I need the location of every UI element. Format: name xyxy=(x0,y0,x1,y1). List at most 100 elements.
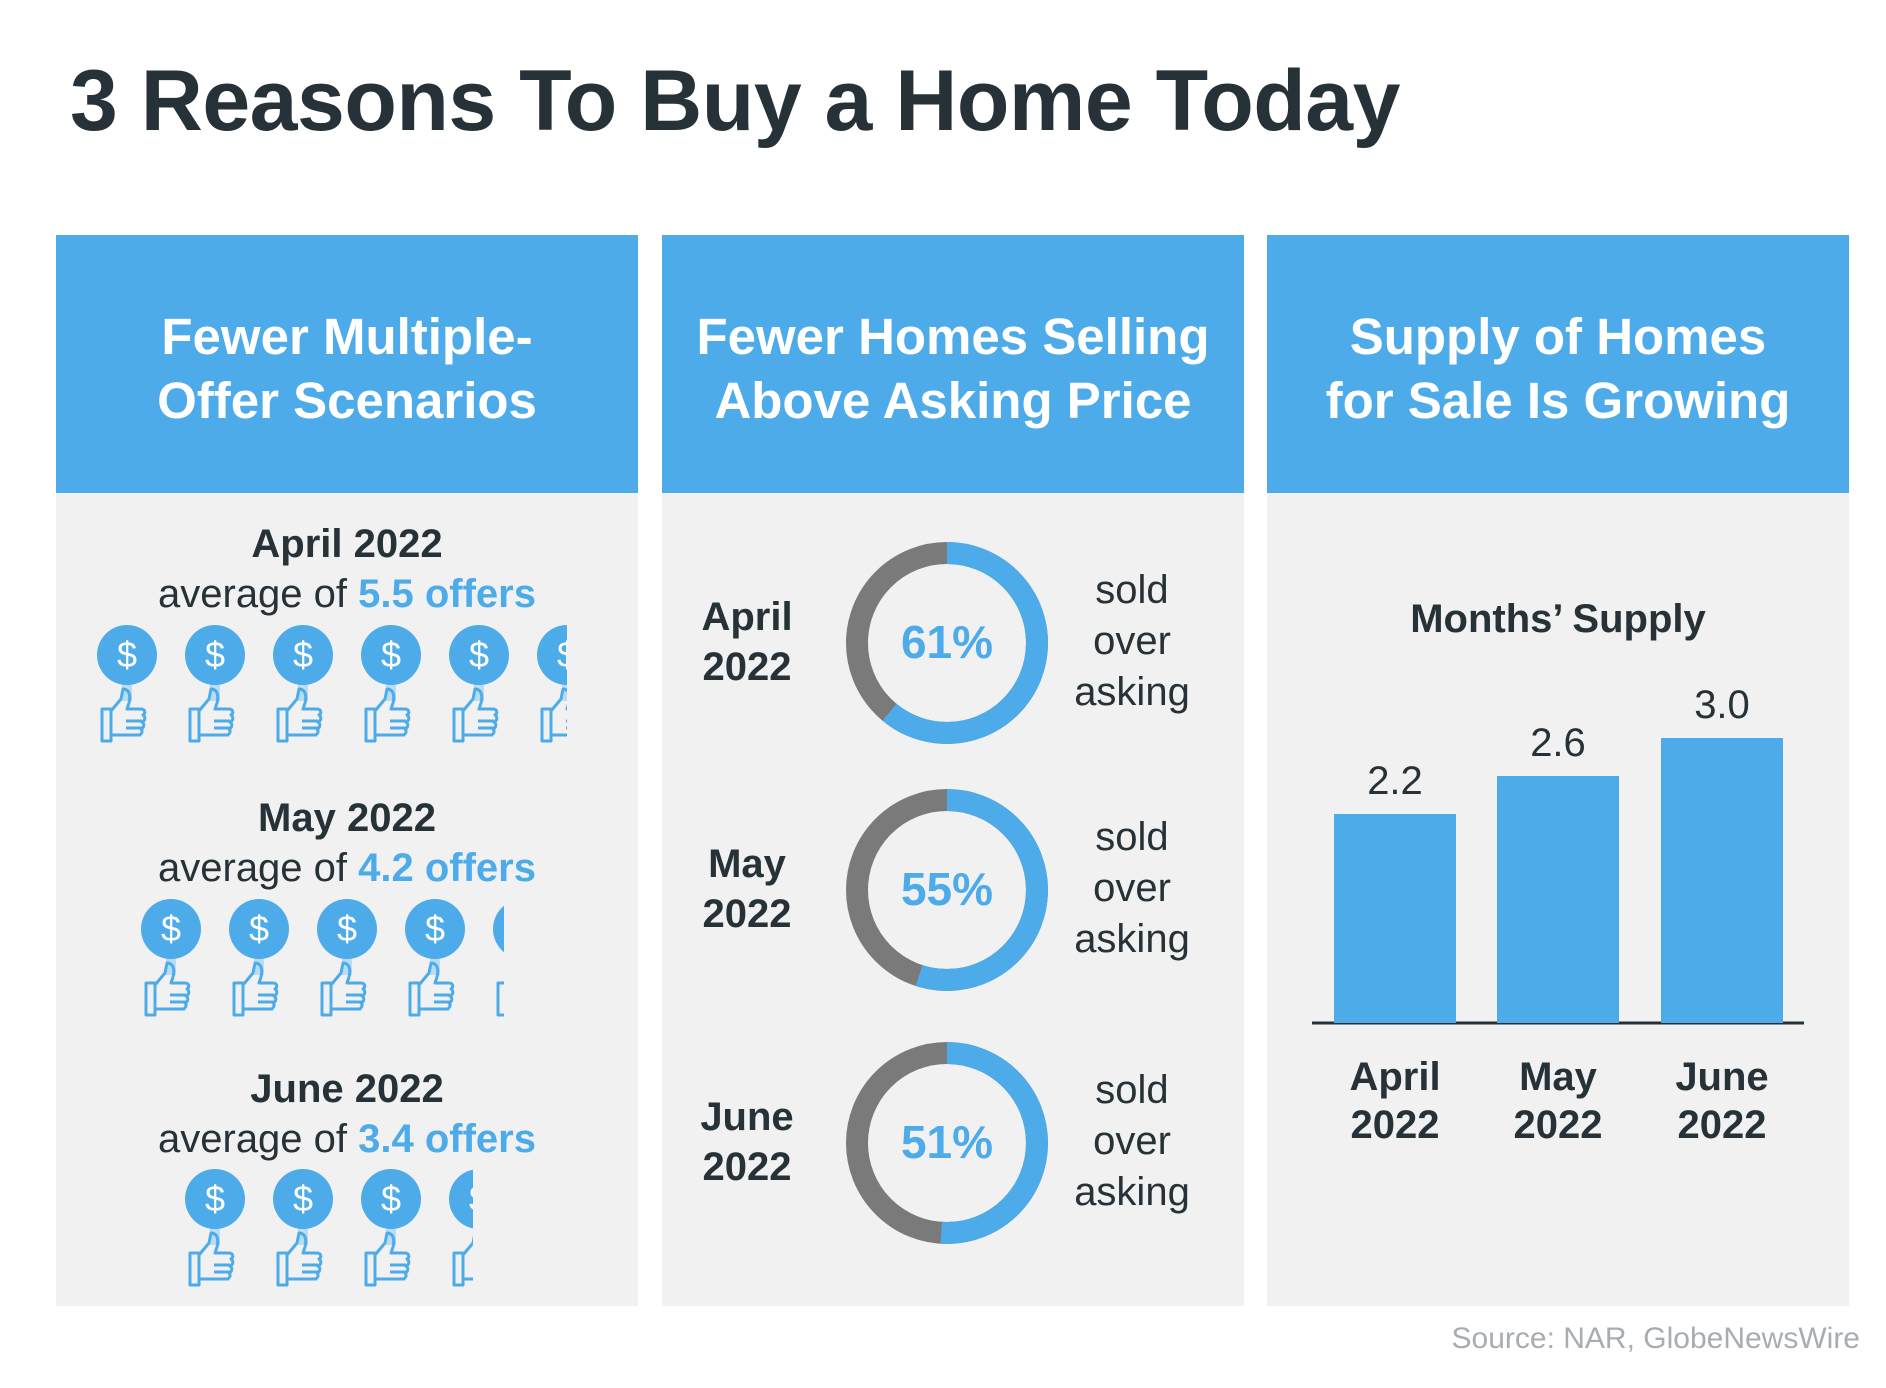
offer-icons-row: $ $ $ $ $ xyxy=(140,899,504,1019)
dollar-thumbs-up-icon: $ xyxy=(185,1169,245,1287)
offer-month-label: April 2022 xyxy=(251,522,443,566)
supply-body: Months’ Supply 2.2 April 2022 2.6 May 2022 3.0… xyxy=(1267,493,1849,1306)
above-asking-panel: Fewer Homes Selling Above Asking Price A… xyxy=(662,235,1244,1306)
source-note: Source: NAR, GlobeNewsWire xyxy=(1451,1322,1860,1355)
offer-block-june: June 2022 average of 3.4 offers xyxy=(56,1064,638,1164)
svg-text:$: $ xyxy=(249,908,269,949)
bar-value-label: 3.0 xyxy=(1694,683,1750,727)
svg-text:$: $ xyxy=(469,1178,473,1219)
category-tick-label: June xyxy=(1675,1055,1768,1099)
multiple-offers-body: April 2022 average of 5.5 offers $$$$$$ … xyxy=(56,493,638,1306)
side-word: sold xyxy=(1095,1068,1169,1112)
svg-text:$: $ xyxy=(161,908,181,949)
svg-text:$: $ xyxy=(205,634,225,675)
supply-header: Supply of Homes for Sale Is Growing xyxy=(1267,235,1849,493)
dollar-thumbs-up-icon: $ xyxy=(97,625,157,743)
donut-percent-label: 51% xyxy=(901,1116,993,1168)
dollar-thumbs-up-icon: $ xyxy=(449,625,509,743)
svg-text:$: $ xyxy=(381,1178,401,1219)
offer-icons-row: $ $ $ $ xyxy=(184,1169,473,1289)
donut-value-arc xyxy=(846,1042,1048,1244)
donut-month-label: April 2022 xyxy=(701,595,793,689)
svg-text:$: $ xyxy=(469,634,489,675)
donut-row-june: June 2022 51% sold over asking xyxy=(662,1038,1244,1248)
offer-block-april: April 2022 average of 5.5 offers xyxy=(56,519,638,619)
side-word: sold xyxy=(1095,815,1169,859)
svg-text:$: $ xyxy=(425,908,445,949)
dollar-thumbs-up-icon: $ xyxy=(185,625,245,743)
donut-row-april: April 2022 61% sold over asking xyxy=(662,538,1244,748)
supply-heading: Supply of Homes for Sale Is Growing xyxy=(1325,308,1791,429)
side-word: asking xyxy=(1074,670,1190,714)
category-tick-label: 2022 xyxy=(1514,1103,1603,1147)
donut-month-label: June 2022 xyxy=(700,1095,794,1189)
category-tick-label: April xyxy=(1349,1055,1440,1099)
donut-percent-label: 61% xyxy=(901,616,993,668)
dollar-thumbs-up-icon: $ xyxy=(449,1169,473,1287)
dollar-thumbs-up-icon: $ xyxy=(141,899,201,1017)
category-tick-label: 2022 xyxy=(1351,1103,1440,1147)
side-word: asking xyxy=(1074,1170,1190,1214)
side-word: over xyxy=(1093,1119,1171,1163)
offer-count: 4.2 offers xyxy=(358,846,536,890)
donut-chart: 51% xyxy=(846,1042,1048,1244)
bar-2 xyxy=(1661,738,1783,1023)
offer-average-line: average of 5.5 offers xyxy=(56,569,638,619)
offer-block-may: May 2022 average of 4.2 offers xyxy=(56,793,638,893)
donut-side-text: sold over asking xyxy=(1052,812,1212,965)
side-word: asking xyxy=(1074,917,1190,961)
donut-value-arc xyxy=(846,542,1048,744)
supply-panel: Supply of Homes for Sale Is Growing Mont… xyxy=(1267,235,1849,1306)
svg-text:$: $ xyxy=(293,1178,313,1219)
side-word: over xyxy=(1093,866,1171,910)
offer-average-prefix: average of xyxy=(158,846,359,890)
bar-1 xyxy=(1497,776,1619,1023)
offer-average-line: average of 3.4 offers xyxy=(56,1114,638,1164)
side-word: over xyxy=(1093,619,1171,663)
above-asking-body: April 2022 61% sold over asking May 2022… xyxy=(662,493,1244,1306)
svg-text:$: $ xyxy=(337,908,357,949)
donut-month-label: May 2022 xyxy=(702,842,792,936)
dollar-thumbs-up-icon: $ xyxy=(229,899,289,1017)
offer-month-label: May 2022 xyxy=(258,796,436,840)
dollar-thumbs-up-icon: $ xyxy=(361,625,421,743)
multiple-offers-heading: Fewer Multiple- Offer Scenarios xyxy=(157,308,537,429)
donut-chart: 55% xyxy=(846,789,1048,991)
bar-value-label: 2.6 xyxy=(1530,721,1586,765)
dollar-thumbs-up-icon: $ xyxy=(405,899,465,1017)
offer-count: 3.4 offers xyxy=(358,1117,536,1161)
dollar-thumbs-up-icon: $ xyxy=(493,905,504,1017)
donut-row-may: May 2022 55% sold over asking xyxy=(662,785,1244,995)
dollar-thumbs-up-icon: $ xyxy=(317,899,377,1017)
above-asking-header: Fewer Homes Selling Above Asking Price xyxy=(662,235,1244,493)
above-asking-heading: Fewer Homes Selling Above Asking Price xyxy=(696,308,1210,429)
offer-average-prefix: average of xyxy=(158,572,359,616)
svg-text:$: $ xyxy=(117,634,137,675)
dollar-thumbs-up-icon: $ xyxy=(537,625,567,743)
donut-side-text: sold over asking xyxy=(1052,1065,1212,1218)
svg-text:$: $ xyxy=(557,634,567,675)
months-supply-chart: Months’ Supply 2.2April20222.6May20223.0… xyxy=(1312,597,1804,1147)
category-tick-label: May xyxy=(1519,1055,1598,1099)
page-title: 3 Reasons To Buy a Home Today xyxy=(70,53,1400,149)
dollar-thumbs-up-icon: $ xyxy=(361,1169,421,1287)
offer-average-line: average of 4.2 offers xyxy=(56,843,638,893)
offer-month-label: June 2022 xyxy=(250,1067,444,1111)
category-tick-label: 2022 xyxy=(1678,1103,1767,1147)
multiple-offers-panel: Fewer Multiple- Offer Scenarios April 20… xyxy=(56,235,638,1306)
multiple-offers-header: Fewer Multiple- Offer Scenarios xyxy=(56,235,638,493)
chart-title: Months’ Supply xyxy=(1410,597,1706,641)
offer-icons-row: $ $ $ $ $ $ xyxy=(96,625,567,745)
donut-percent-label: 55% xyxy=(901,863,993,915)
dollar-thumbs-up-icon: $ xyxy=(273,1169,333,1287)
dollar-thumbs-up-icon: $ xyxy=(273,625,333,743)
svg-text:$: $ xyxy=(381,634,401,675)
offer-average-prefix: average of xyxy=(158,1117,359,1161)
donut-value-arc xyxy=(846,789,1048,991)
bar-value-label: 2.2 xyxy=(1367,759,1423,803)
donut-side-text: sold over asking xyxy=(1052,565,1212,718)
svg-text:$: $ xyxy=(205,1178,225,1219)
svg-text:$: $ xyxy=(293,634,313,675)
offer-count: 5.5 offers xyxy=(358,572,536,616)
bar-0 xyxy=(1334,814,1456,1023)
